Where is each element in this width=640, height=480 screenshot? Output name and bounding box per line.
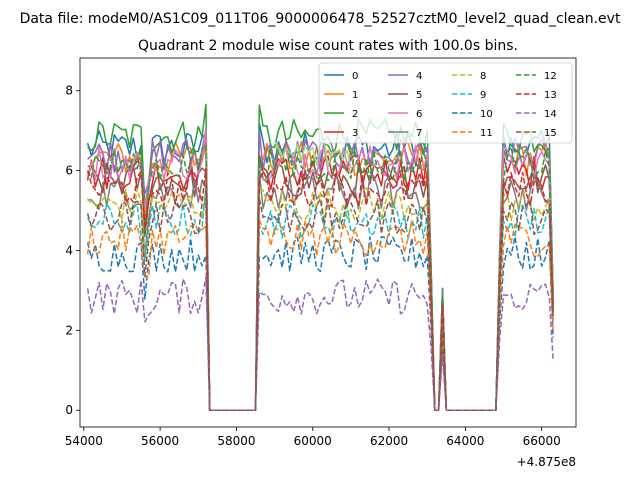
x-tick-label: 62000 bbox=[370, 434, 408, 448]
y-axis: 0 2 4 6 8 bbox=[65, 84, 80, 417]
legend-label-4: 4 bbox=[416, 71, 422, 82]
plot-area bbox=[86, 103, 554, 411]
series-line-11 bbox=[86, 219, 554, 411]
series-line-15 bbox=[86, 197, 554, 411]
x-tick-label: 66000 bbox=[523, 434, 561, 448]
series-line-8 bbox=[87, 187, 554, 411]
chart-title: Quadrant 2 module wise count rates with … bbox=[138, 38, 518, 54]
y-tick-label: 4 bbox=[65, 243, 73, 257]
figure-suptitle: Data file: modeM0/AS1C09_011T06_90000064… bbox=[20, 11, 621, 27]
x-tick-label: 64000 bbox=[446, 434, 484, 448]
legend-label-3: 3 bbox=[352, 128, 358, 139]
series-line-13 bbox=[86, 167, 554, 411]
series-line-10 bbox=[86, 235, 554, 411]
series-line-extra-0 bbox=[273, 140, 352, 169]
legend-label-5: 5 bbox=[416, 90, 422, 101]
y-tick-label: 2 bbox=[65, 323, 73, 337]
legend-label-9: 9 bbox=[480, 90, 486, 101]
legend-label-2: 2 bbox=[352, 109, 358, 120]
y-tick-label: 6 bbox=[65, 164, 73, 178]
legend-box bbox=[318, 62, 573, 144]
legend-label-1: 1 bbox=[352, 90, 358, 101]
series-line-9 bbox=[86, 186, 554, 411]
legend-label-0: 0 bbox=[352, 71, 358, 82]
series-line-14 bbox=[86, 276, 554, 411]
series-line-12 bbox=[86, 144, 554, 411]
legend-label-10: 10 bbox=[480, 109, 493, 120]
legend-label-11: 11 bbox=[480, 128, 493, 139]
x-tick-label: 58000 bbox=[217, 434, 255, 448]
x-tick-label: 56000 bbox=[141, 434, 179, 448]
legend-label-14: 14 bbox=[544, 109, 557, 120]
legend-label-13: 13 bbox=[544, 90, 557, 101]
y-tick-label: 0 bbox=[65, 403, 73, 417]
x-offset-label: +4.875e8 bbox=[517, 455, 576, 469]
x-tick-label: 60000 bbox=[294, 434, 332, 448]
legend-label-6: 6 bbox=[416, 109, 422, 120]
axes-frame bbox=[79, 57, 577, 428]
legend-label-8: 8 bbox=[480, 71, 486, 82]
legend-label-12: 12 bbox=[544, 71, 557, 82]
x-axis: 54000 56000 58000 60000 62000 64000 66000 bbox=[65, 427, 561, 448]
legend-label-15: 15 bbox=[544, 128, 557, 139]
x-tick-label: 54000 bbox=[65, 434, 103, 448]
y-tick-label: 8 bbox=[65, 84, 73, 98]
legend-label-7: 7 bbox=[416, 128, 422, 139]
